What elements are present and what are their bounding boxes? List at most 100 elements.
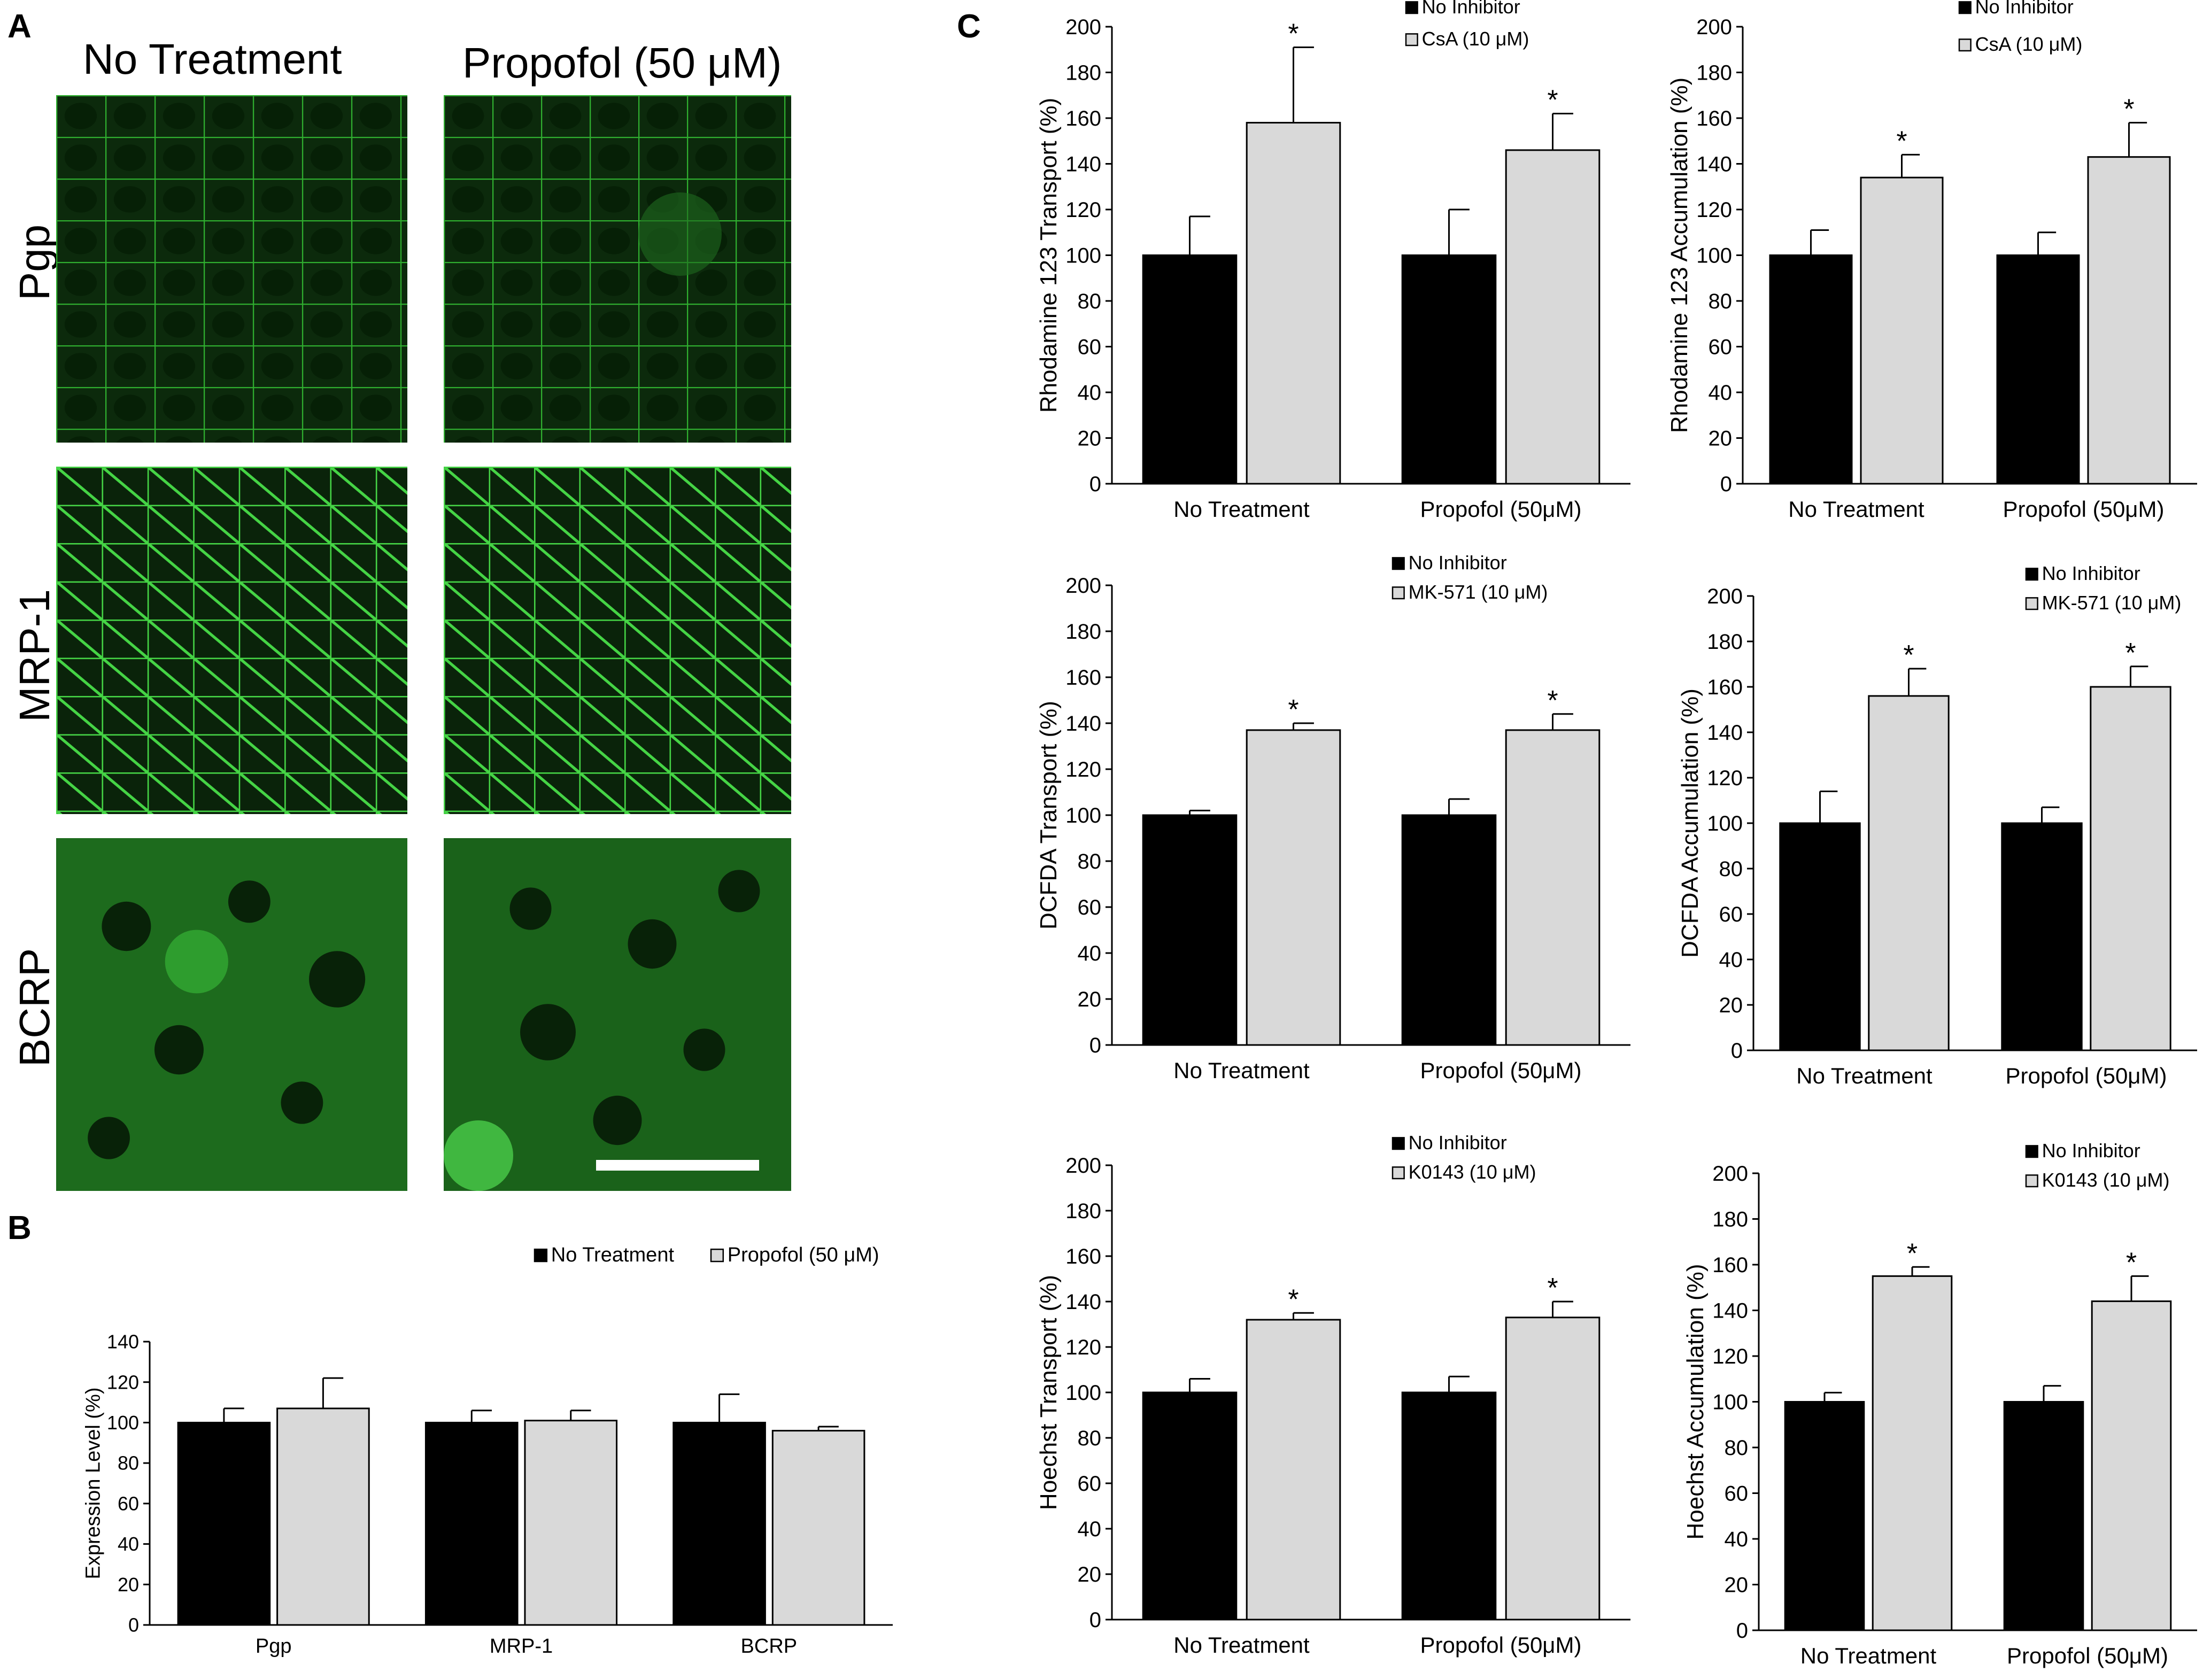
significance-marker: * — [1547, 84, 1558, 115]
y-tick-label: 140 — [1712, 1299, 1748, 1323]
x-tick-label: BCRP — [741, 1635, 798, 1658]
panel-label-a: A — [7, 8, 32, 45]
y-tick-label: 20 — [1078, 1563, 1102, 1586]
y-tick-label: 200 — [1712, 1162, 1748, 1186]
x-tick-label: No Treatment — [1788, 497, 1924, 522]
legend-label: MK-571 (10 μM) — [2042, 592, 2182, 614]
y-tick-label: 40 — [1078, 942, 1102, 965]
y-tick-label: 0 — [1089, 473, 1101, 496]
legend-swatch — [1392, 586, 1405, 600]
y-tick-label: 0 — [1720, 473, 1732, 496]
y-tick-label: 160 — [1065, 1245, 1101, 1268]
legend-label: CsA (10 μM) — [1975, 33, 2083, 55]
significance-marker: * — [2126, 1247, 2137, 1278]
y-tick-label: 140 — [1696, 153, 1732, 176]
legend-label: MK-571 (10 μM) — [1409, 581, 1548, 603]
chart-expression-level: 0 20 40 60 80 100 120 140 Expression Level (%) Pg… — [82, 1244, 893, 1658]
bar-series-2 — [524, 1420, 618, 1626]
y-tick-label: 180 — [1707, 630, 1743, 654]
bar-series-2 — [1246, 122, 1341, 485]
y-tick-label: 200 — [1065, 574, 1101, 598]
y-tick-label: 160 — [1712, 1253, 1748, 1277]
legend-swatch — [534, 1248, 548, 1263]
x-tick-label: No Treatment — [1796, 1063, 1933, 1088]
y-tick-label: 180 — [1712, 1208, 1748, 1232]
scale-bar — [596, 1160, 759, 1171]
bar-series-1 — [1769, 254, 1853, 485]
y-axis-label: Rhodamine 123 Transport (%) — [1035, 98, 1062, 413]
significance-marker: * — [2125, 638, 2136, 669]
significance-marker: * — [1288, 1284, 1298, 1315]
bar-series-1 — [1779, 822, 1861, 1051]
bar-series-1 — [1142, 814, 1238, 1046]
legend-label: No Inhibitor — [1409, 1132, 1507, 1153]
micrograph-bcrp-propofol — [444, 838, 791, 1191]
y-tick-label: 60 — [1078, 1472, 1102, 1496]
bar-series-2 — [1246, 729, 1341, 1046]
legend-label: No Inhibitor — [2042, 562, 2140, 584]
y-tick-label: 40 — [118, 1533, 139, 1555]
significance-marker: * — [1547, 1273, 1558, 1304]
bar-series-2 — [1868, 695, 1950, 1051]
legend-label: No Inhibitor — [1422, 0, 1520, 18]
legend-label: No Inhibitor — [1409, 552, 1507, 574]
legend-swatch — [1392, 557, 1405, 570]
legend-label: No Inhibitor — [2042, 1140, 2140, 1162]
y-tick-label: 100 — [1696, 244, 1732, 268]
row-label-bcrp: BCRP — [11, 948, 58, 1067]
significance-marker: * — [1288, 694, 1298, 725]
y-tick-label: 40 — [1719, 948, 1743, 972]
y-tick-label: 40 — [1725, 1528, 1749, 1551]
y-tick-label: 0 — [1089, 1608, 1101, 1632]
y-tick-label: 60 — [1725, 1482, 1749, 1506]
y-tick-label: 140 — [1065, 153, 1101, 176]
y-tick-label: 120 — [1707, 767, 1743, 790]
legend-swatch — [2025, 1174, 2038, 1188]
legend-swatch — [710, 1248, 724, 1263]
y-tick-label: 120 — [1712, 1345, 1748, 1368]
x-tick-label: Propofol (50μM) — [1420, 497, 1582, 522]
bar-series-1 — [1401, 814, 1497, 1046]
y-axis-label: Rhodamine 123 Accumulation (%) — [1666, 78, 1692, 433]
y-tick-label: 200 — [1696, 16, 1732, 39]
x-tick-label: Pgp — [256, 1635, 292, 1658]
y-tick-label: 20 — [1078, 988, 1102, 1011]
y-tick-label: 80 — [1719, 857, 1743, 881]
y-tick-label: 120 — [1696, 198, 1732, 222]
x-tick-label: MRP-1 — [490, 1635, 553, 1658]
y-tick-label: 200 — [1065, 1154, 1101, 1178]
y-tick-label: 100 — [1065, 244, 1101, 268]
y-tick-label: 80 — [1725, 1436, 1749, 1460]
y-tick-label: 80 — [1078, 1427, 1102, 1450]
y-tick-label: 20 — [1709, 427, 1733, 451]
legend-swatch — [1392, 1137, 1405, 1150]
y-tick-label: 140 — [1065, 1290, 1101, 1314]
legend-label: CsA (10 μM) — [1422, 28, 1529, 50]
chart-hoechst-accumulation: 0 20 40 60 80 100 120 140 160 180 200 Hoechst Accum… — [1682, 1140, 2197, 1668]
bar-series-1 — [673, 1421, 766, 1626]
significance-marker: * — [1547, 685, 1558, 716]
y-tick-label: 60 — [1719, 903, 1743, 926]
x-tick-label: Propofol (50μM) — [2007, 1643, 2168, 1668]
chart-dcfda-accumulation: 0 20 40 60 80 100 120 140 160 180 200 DCFDA Accumul… — [1677, 562, 2197, 1088]
x-tick-label: No Treatment — [1173, 1058, 1310, 1083]
chart-dcfda-transport: 0 20 40 60 80 100 120 140 160 180 200 DCFDA Transpo… — [1035, 552, 1630, 1083]
y-tick-label: 20 — [1725, 1574, 1749, 1597]
y-tick-label: 160 — [1707, 676, 1743, 699]
y-tick-label: 140 — [107, 1331, 139, 1353]
y-tick-label: 0 — [128, 1614, 139, 1636]
y-tick-label: 40 — [1078, 1518, 1102, 1541]
significance-marker: * — [1896, 126, 1907, 157]
micrograph-pgp-no-treatment — [56, 95, 407, 443]
significance-marker: * — [1288, 18, 1298, 49]
row-label-pgp: Pgp — [11, 224, 58, 301]
y-tick-label: 120 — [1065, 1336, 1101, 1359]
column-title-propofol: Propofol (50 μM) — [462, 39, 782, 87]
bar-series-1 — [1996, 254, 2080, 485]
bar-series-1 — [2003, 1401, 2084, 1631]
legend-swatch — [1958, 1, 1972, 14]
y-tick-label: 60 — [1078, 336, 1102, 359]
bar-series-1 — [1142, 254, 1238, 485]
legend-label: Propofol (50 μM) — [728, 1244, 879, 1266]
micrograph-mrp1-propofol — [444, 467, 791, 814]
